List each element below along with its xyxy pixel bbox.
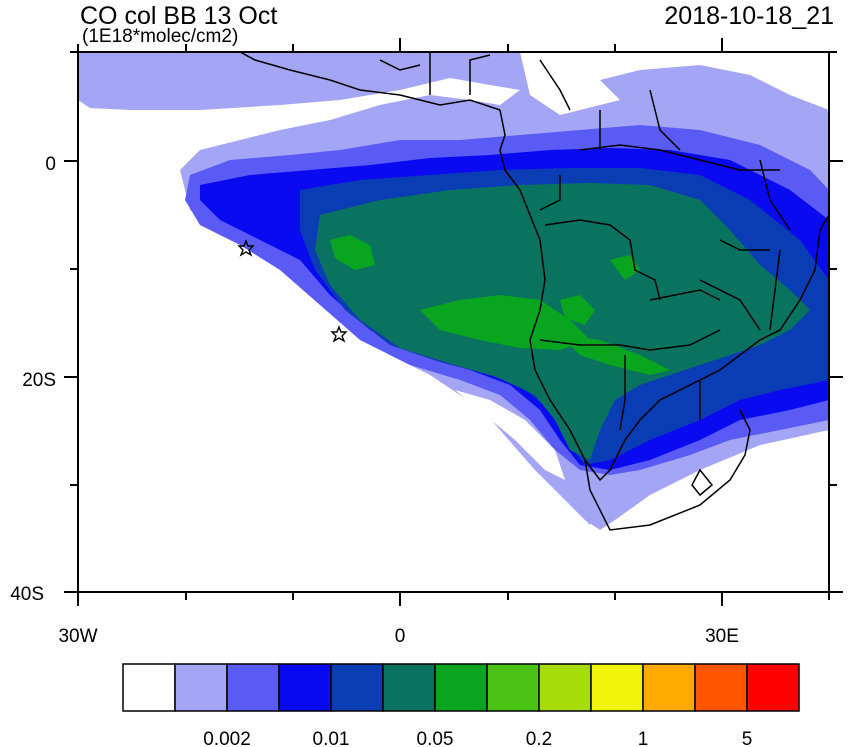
colorbar-swatch xyxy=(434,663,488,712)
colorbar-swatch xyxy=(746,663,800,712)
x-tick-label: 30E xyxy=(705,626,739,647)
colorbar-swatch xyxy=(330,663,384,712)
star-marker xyxy=(330,325,348,343)
colorbar-label: 1 xyxy=(638,729,649,747)
y-tick-label: 40S xyxy=(10,584,44,605)
map-datetime: 2018-10-18_21 xyxy=(664,2,834,30)
axis-ticks xyxy=(64,38,843,606)
colorbar: 0.002 0.01 0.05 0.2 1 5 xyxy=(122,663,800,747)
map-frame xyxy=(77,51,830,593)
colorbar-swatch xyxy=(486,663,540,712)
x-tick-label: 30W xyxy=(58,626,97,647)
colorbar-swatch xyxy=(642,663,696,712)
y-tick-label: 20S xyxy=(22,370,56,391)
star-markers xyxy=(237,239,348,343)
map-plot-area xyxy=(78,52,829,592)
colorbar-swatch xyxy=(590,663,644,712)
y-tick-label: 0 xyxy=(45,154,56,175)
colorbar-label: 5 xyxy=(742,729,753,747)
colorbar-swatch xyxy=(538,663,592,712)
map-units: (1E18*molec/cm2) xyxy=(82,26,239,47)
colorbar-label: 0.002 xyxy=(203,729,251,747)
map-title: CO col BB 13 Oct xyxy=(80,2,278,30)
co-contour-green xyxy=(420,295,590,350)
colorbar-swatch xyxy=(278,663,332,712)
colorbar-swatch xyxy=(382,663,436,712)
colorbar-swatch xyxy=(174,663,228,712)
colorbar-label: 0.2 xyxy=(526,729,552,747)
colorbar-label: 0.01 xyxy=(313,729,350,747)
colorbar-swatch xyxy=(122,663,176,712)
co-contour-lightblue-arm xyxy=(430,375,600,525)
colorbar-swatch xyxy=(694,663,748,712)
x-tick-label: 0 xyxy=(395,626,406,647)
colorbar-swatch xyxy=(226,663,280,712)
star-marker xyxy=(237,239,255,257)
colorbar-label: 0.05 xyxy=(417,729,454,747)
country-borders xyxy=(239,52,829,531)
